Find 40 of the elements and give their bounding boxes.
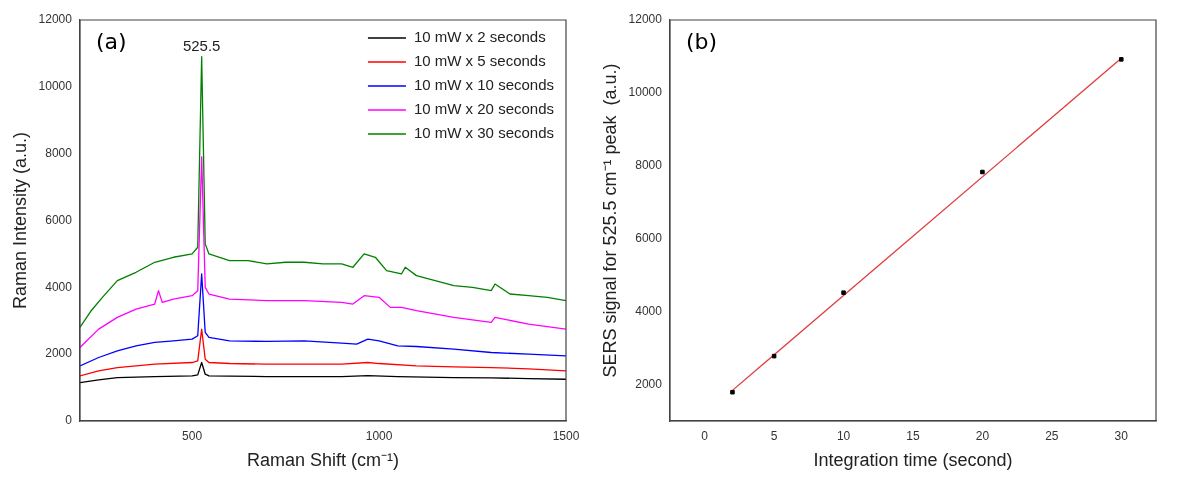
y-tick-label: 6000	[635, 231, 663, 246]
x-axis-title: Raman Shift (cm⁻¹)	[246, 450, 399, 471]
x-axis-title: Integration time (second)	[813, 450, 1013, 471]
y-tick-label: 10000	[38, 79, 73, 94]
y-tick-label: 2000	[45, 346, 73, 361]
x-tick-label: 500	[182, 428, 203, 443]
point	[841, 290, 846, 295]
x-tick-label: 0	[701, 428, 709, 443]
legend-label: 10 mW x 20 seconds	[413, 100, 554, 118]
x-tick-label: 25	[1045, 428, 1059, 443]
y-tick-label: 8000	[635, 158, 663, 173]
y-axis-title: Raman Intensity (a.u.)	[9, 131, 30, 310]
y-tick-label: 12000	[628, 12, 663, 27]
legend-label: 10 mW x 5 seconds	[413, 52, 546, 70]
legend-label: 10 mW x 30 seconds	[413, 124, 554, 142]
y-tick-label: 2000	[635, 376, 663, 391]
y-tick-label: 8000	[45, 145, 73, 160]
x-tick-label: 20	[975, 428, 990, 443]
legend-label: 10 mW x 2 seconds	[413, 28, 546, 46]
point	[771, 353, 777, 359]
x-tick-label: 1000	[365, 428, 393, 443]
x-tick-label: 15	[906, 428, 920, 443]
annotation: (b)	[685, 28, 718, 54]
y-tick-label: 12000	[38, 12, 73, 27]
x-tick-label: 5	[770, 428, 778, 443]
x-tick-label: 30	[1114, 428, 1129, 443]
y-tick-label: 4000	[635, 303, 663, 318]
y-axis-title: SERS signal for 525.5 cm⁻¹ peak (a.u.)	[599, 63, 620, 378]
y-tick-label: 6000	[45, 212, 73, 227]
y-tick-label: 10000	[628, 85, 663, 100]
point	[1119, 57, 1124, 62]
x-tick-label: 1500	[552, 428, 580, 443]
annotation: 525.5	[182, 37, 221, 55]
x-tick-label: 10	[836, 428, 851, 443]
y-tick-label: 0	[65, 413, 73, 428]
annotation: (a)	[95, 28, 127, 54]
legend-label: 10 mW x 10 seconds	[413, 76, 554, 94]
point	[730, 389, 735, 395]
point	[980, 169, 985, 175]
y-tick-label: 4000	[45, 279, 73, 294]
